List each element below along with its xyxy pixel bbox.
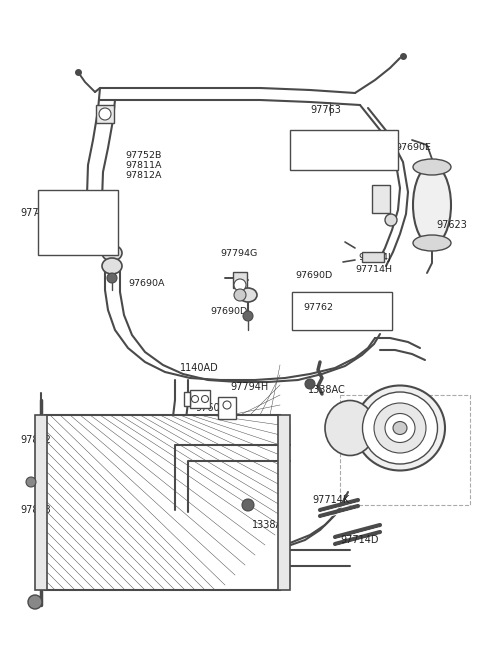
Text: 97714D: 97714D — [340, 535, 379, 545]
Text: 97623: 97623 — [436, 220, 467, 230]
Ellipse shape — [374, 403, 426, 453]
Text: 97794G: 97794G — [220, 248, 257, 257]
Ellipse shape — [102, 258, 122, 274]
Bar — [35, 415, 47, 590]
Text: 97794H: 97794H — [230, 382, 268, 392]
Circle shape — [234, 289, 246, 301]
Text: 97803: 97803 — [20, 505, 51, 515]
Text: 97606: 97606 — [195, 403, 226, 413]
Ellipse shape — [102, 245, 122, 261]
Bar — [184, 392, 190, 406]
Circle shape — [28, 595, 42, 609]
Text: 97690E: 97690E — [395, 143, 431, 153]
Bar — [96, 105, 114, 123]
Bar — [218, 397, 236, 419]
Text: 97812A: 97812A — [295, 153, 330, 162]
Circle shape — [107, 273, 117, 283]
Ellipse shape — [413, 165, 451, 245]
Bar — [190, 390, 210, 408]
Ellipse shape — [239, 288, 257, 302]
Text: 97690D: 97690D — [210, 307, 247, 316]
Ellipse shape — [385, 413, 415, 443]
Text: 1338AC: 1338AC — [252, 520, 290, 530]
Ellipse shape — [413, 159, 451, 175]
Bar — [233, 272, 247, 288]
Ellipse shape — [355, 386, 445, 470]
Text: 97811B: 97811B — [310, 134, 347, 143]
Ellipse shape — [413, 235, 451, 251]
Text: 97811B: 97811B — [295, 141, 330, 149]
Text: 97714K: 97714K — [312, 495, 349, 505]
Text: 97812A: 97812A — [310, 143, 347, 153]
Text: 97768: 97768 — [20, 208, 51, 218]
Text: 97762: 97762 — [303, 303, 333, 312]
Text: 1338AC: 1338AC — [308, 385, 346, 395]
Text: 97690A: 97690A — [128, 278, 165, 288]
Text: 97690D: 97690D — [295, 271, 332, 280]
Text: 97690A: 97690A — [42, 193, 77, 202]
Text: 97812A: 97812A — [125, 170, 161, 179]
Text: 97752B: 97752B — [125, 151, 161, 160]
Circle shape — [26, 477, 36, 487]
Circle shape — [305, 379, 315, 389]
Bar — [372, 185, 390, 213]
Text: 97802: 97802 — [20, 435, 51, 445]
Text: 97811A: 97811A — [125, 160, 161, 170]
Text: 97714H: 97714H — [355, 265, 392, 274]
Circle shape — [385, 214, 397, 226]
Circle shape — [234, 279, 246, 291]
Bar — [290, 130, 398, 170]
Ellipse shape — [325, 400, 375, 455]
Circle shape — [242, 499, 254, 511]
Bar — [340, 395, 470, 505]
Ellipse shape — [393, 422, 407, 434]
Text: 97714J: 97714J — [358, 253, 391, 263]
Bar — [38, 190, 118, 255]
Text: 97763: 97763 — [310, 105, 341, 115]
Bar — [278, 415, 290, 590]
Circle shape — [99, 108, 111, 120]
Text: 97752B: 97752B — [42, 204, 77, 212]
Bar — [362, 252, 384, 262]
Text: 97811A: 97811A — [42, 214, 77, 223]
Bar — [292, 292, 392, 330]
Ellipse shape — [362, 392, 437, 464]
Circle shape — [243, 311, 253, 321]
Bar — [292, 292, 392, 330]
Bar — [45, 415, 280, 590]
Text: 1140AD: 1140AD — [180, 363, 219, 373]
Text: 97812A: 97812A — [42, 225, 77, 234]
